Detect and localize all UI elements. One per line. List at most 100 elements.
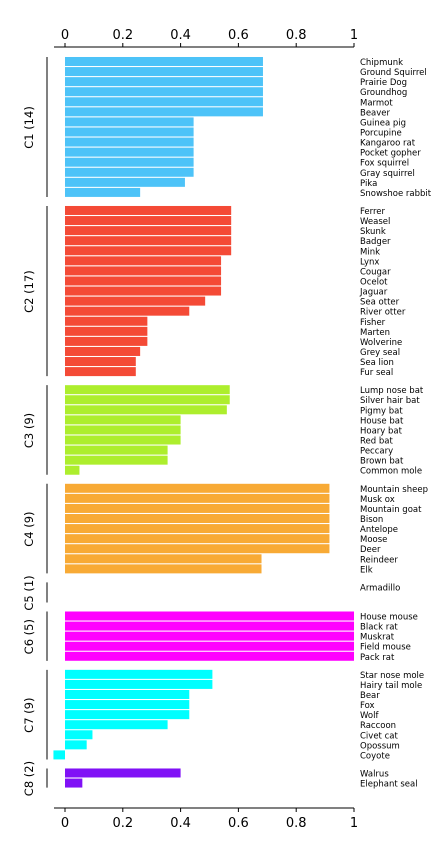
- bar: [65, 216, 232, 226]
- top-tick-label: 0.4: [170, 28, 191, 43]
- bar: [65, 157, 194, 167]
- item-label: Lump nose bat: [360, 386, 424, 396]
- item-label: Muskrat: [360, 633, 395, 643]
- top-tick-label: 1: [350, 28, 358, 43]
- bar: [65, 246, 232, 256]
- bar: [65, 710, 190, 720]
- bar: [65, 385, 230, 395]
- cluster-label: C3 (9): [22, 413, 36, 448]
- item-label: Ferrer: [360, 207, 386, 217]
- bar: [65, 205, 232, 215]
- top-tick-label: 0.2: [112, 28, 133, 43]
- bar: [65, 483, 330, 493]
- item-label: Moose: [360, 535, 387, 545]
- bar: [65, 465, 80, 475]
- item-label: Ground Squirrel: [360, 68, 427, 78]
- bar: [65, 524, 330, 534]
- bar: [65, 740, 87, 750]
- item-label: Beaver: [360, 108, 391, 118]
- bar: [65, 564, 262, 574]
- item-label: House mouse: [360, 613, 418, 623]
- bottom-tick-label: 1: [350, 816, 358, 831]
- item-label: Fisher: [360, 318, 386, 328]
- item-label: Brown bat: [360, 457, 404, 467]
- bar: [65, 286, 222, 296]
- bar: [65, 147, 194, 157]
- item-label: Mink: [360, 247, 380, 257]
- item-label: Lynx: [360, 257, 379, 267]
- bar: [65, 367, 136, 377]
- bar: [65, 87, 263, 97]
- bar: [65, 226, 232, 236]
- bar: [65, 127, 194, 137]
- bar: [65, 107, 263, 117]
- top-tick-label: 0.6: [228, 28, 249, 43]
- bars-group: [53, 57, 354, 788]
- item-label: Coyote: [360, 751, 390, 761]
- cluster-label: C8 (2): [22, 761, 36, 796]
- bar: [65, 651, 354, 661]
- item-label: Wolverine: [360, 338, 402, 348]
- item-label: Kangaroo rat: [360, 139, 416, 149]
- top-tick-label: 0: [61, 28, 69, 43]
- item-label: Opossum: [360, 741, 400, 751]
- bar: [65, 167, 194, 177]
- item-label: Weasel: [360, 217, 390, 227]
- bar: [65, 534, 330, 544]
- item-label: Black rat: [360, 623, 398, 633]
- item-label: Deer: [360, 545, 381, 555]
- item-label: Raccoon: [360, 721, 396, 731]
- bar: [65, 503, 330, 513]
- item-label: Sea otter: [360, 298, 400, 308]
- bar: [65, 689, 190, 699]
- item-label: Musk ox: [360, 495, 395, 505]
- item-label: Elephant seal: [360, 780, 418, 790]
- bar: [65, 296, 206, 306]
- item-label: Sea lion: [360, 358, 394, 368]
- item-label: Groundhog: [360, 88, 407, 98]
- item-label: Porcupine: [360, 128, 402, 138]
- bar: [65, 236, 232, 246]
- item-label: Mountain goat: [360, 505, 422, 515]
- item-label: Gray squirrel: [360, 169, 415, 179]
- bar: [65, 346, 141, 356]
- bar: [65, 395, 230, 405]
- bar: [65, 514, 330, 524]
- item-label: Guinea pig: [360, 118, 406, 128]
- bar: [65, 455, 168, 465]
- cluster-brackets-group: C1 (14) C2 (17) C3 (9) C4 (9) C5 (1) C6 (5) C7…: [22, 57, 48, 796]
- bar: [65, 445, 168, 455]
- bar: [65, 57, 263, 66]
- item-label: Chipmunk: [360, 58, 403, 68]
- cluster-label: C7 (9): [22, 698, 36, 733]
- item-label: Star nose mole: [360, 671, 424, 681]
- bar: [65, 187, 141, 197]
- cluster-label: C5 (1): [22, 575, 36, 610]
- item-label: Skunk: [360, 227, 386, 237]
- bar: [65, 631, 354, 641]
- item-label: Bison: [360, 515, 383, 525]
- bar: [65, 137, 194, 147]
- bar: [65, 177, 185, 187]
- bar: [65, 720, 168, 730]
- bar: [65, 554, 262, 564]
- bar: [65, 778, 83, 788]
- item-label: Prairie Dog: [360, 78, 407, 88]
- bottom-tick-label: 0: [61, 816, 69, 831]
- top-tick-label: 0.8: [286, 28, 307, 43]
- bar: [65, 700, 190, 710]
- item-label: Jaguar: [359, 288, 388, 298]
- item-label: Pigmy bat: [360, 406, 403, 416]
- bar: [65, 405, 227, 415]
- item-label: Pack rat: [360, 653, 395, 663]
- bar: [65, 730, 93, 740]
- item-label: Elk: [360, 565, 373, 575]
- bar: [65, 256, 222, 266]
- bottom-x-axis: 0 0.2 0.4 0.6 0.8 1: [54, 807, 358, 831]
- item-label: Wolf: [360, 711, 379, 721]
- bar: [53, 750, 65, 760]
- item-label: Field mouse: [360, 643, 411, 653]
- bar: [65, 425, 181, 435]
- bar: [65, 276, 222, 286]
